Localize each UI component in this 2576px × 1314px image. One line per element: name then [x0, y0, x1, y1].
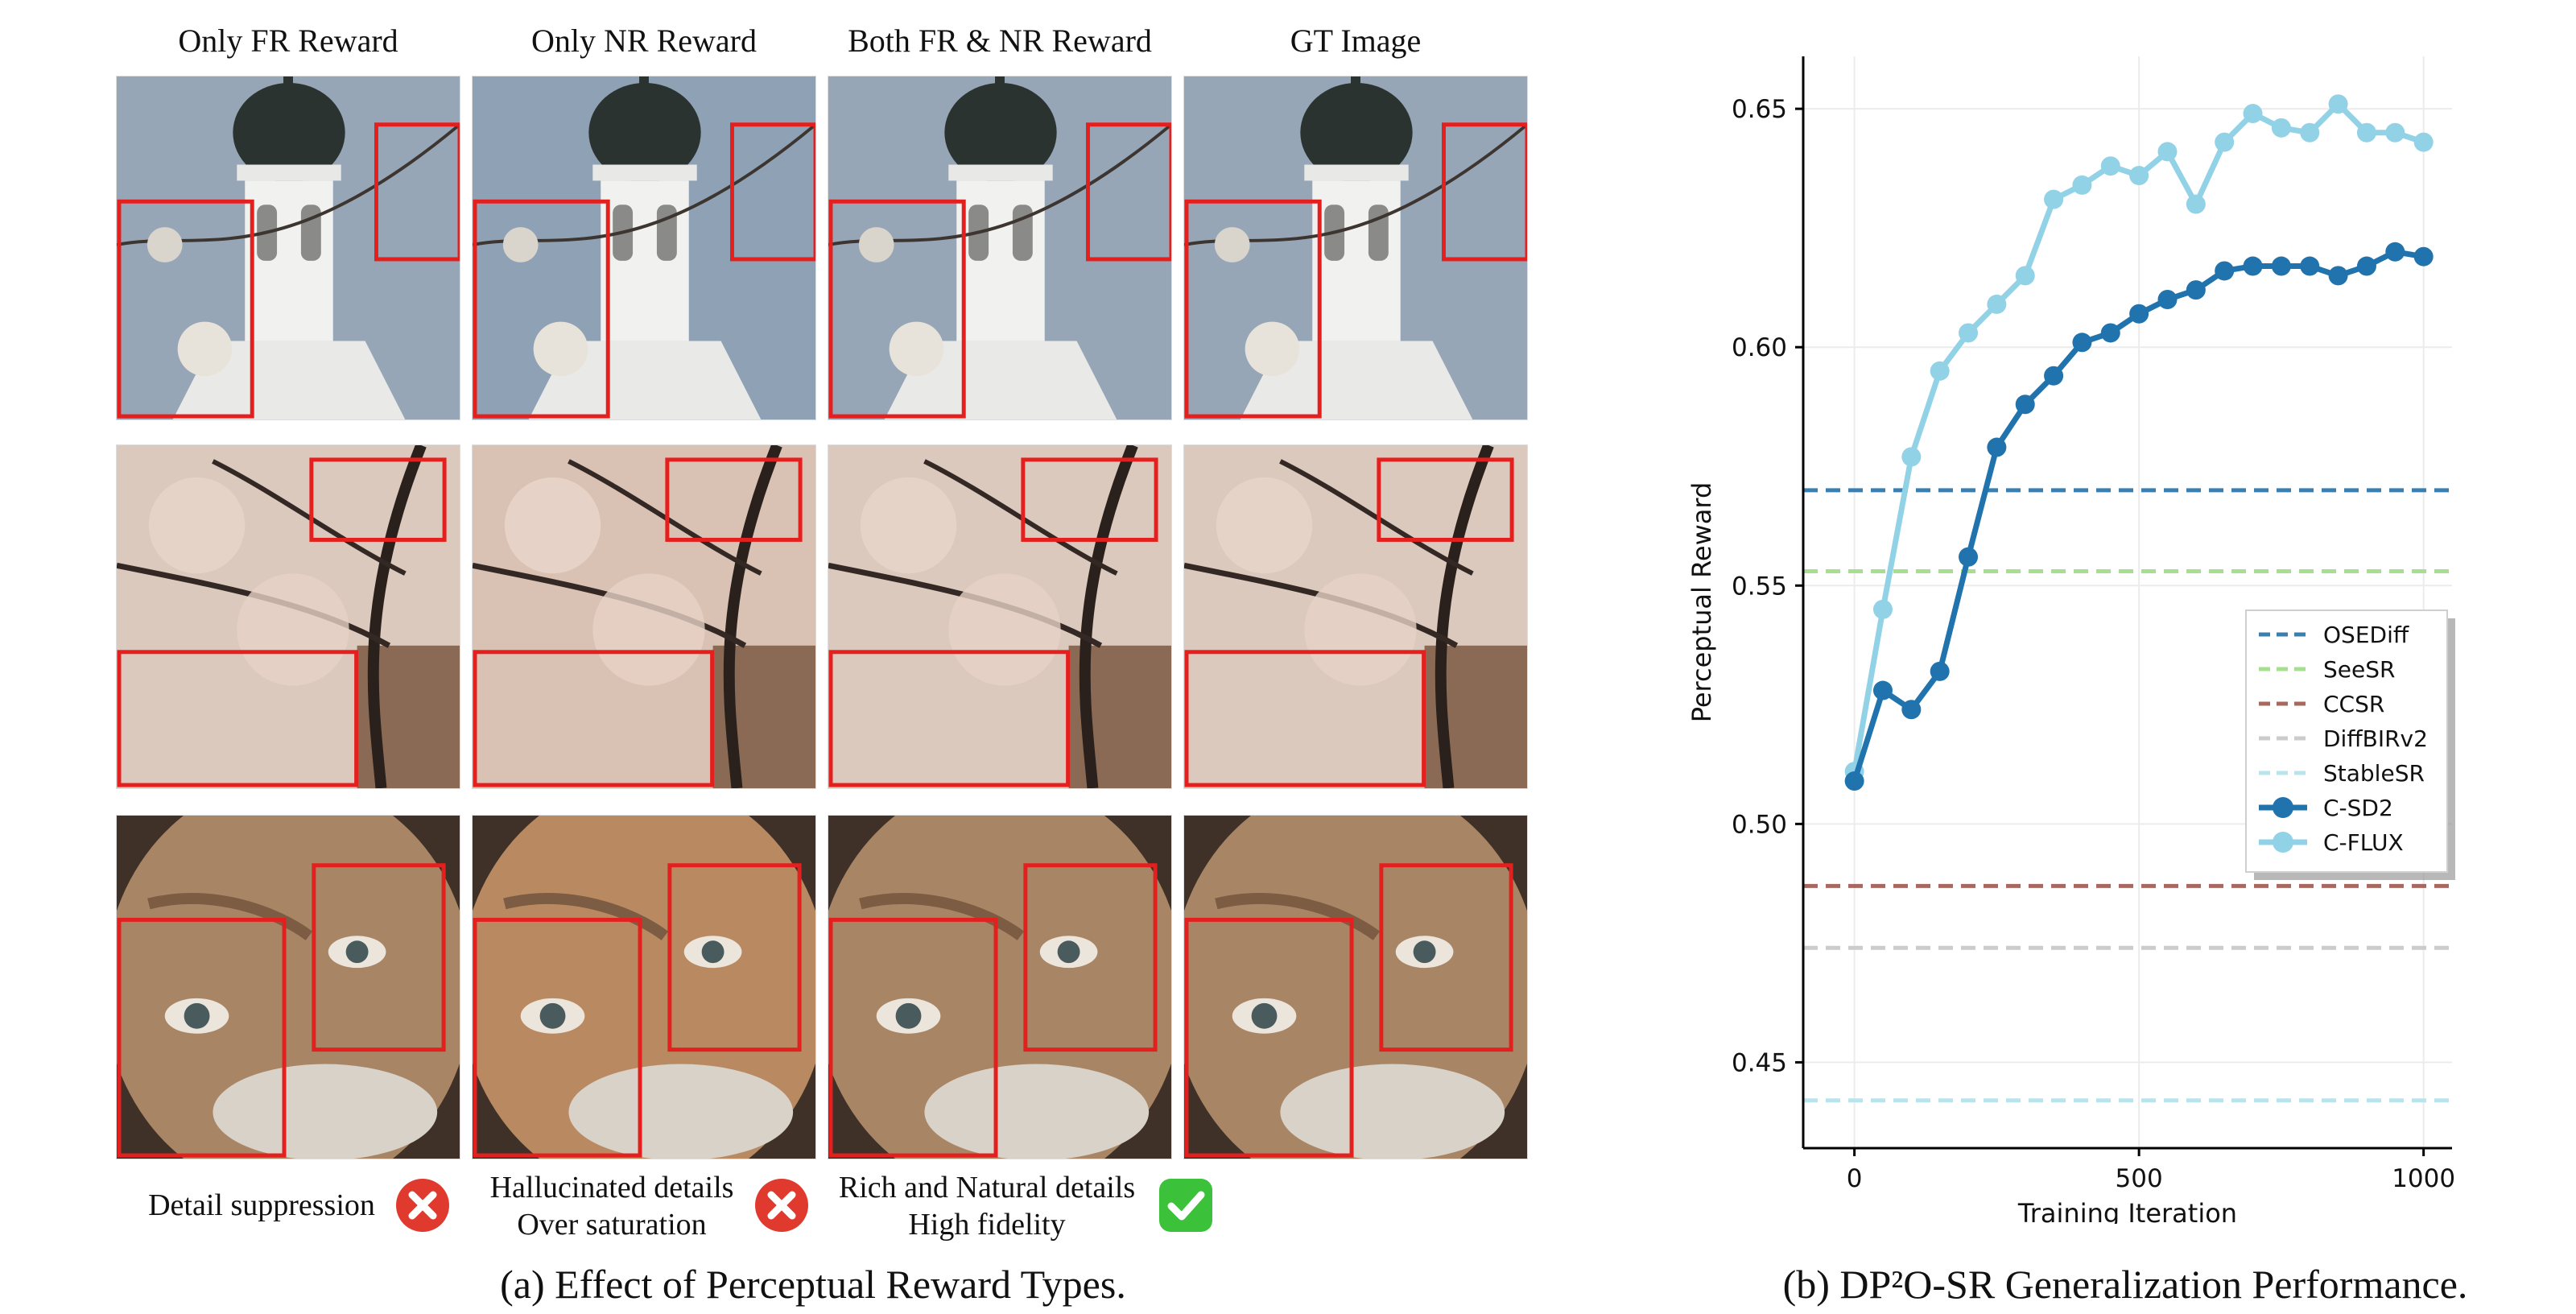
image-church-only-fr — [116, 76, 460, 420]
data-point-c-flux — [1901, 447, 1922, 467]
data-point-c-sd2 — [2129, 304, 2149, 324]
data-point-c-sd2 — [2243, 256, 2263, 276]
data-point-c-sd2 — [2328, 266, 2348, 286]
y-tick-label: 0.65 — [1732, 95, 1787, 124]
caption-line: Hallucinated details — [489, 1171, 734, 1204]
caption-line: High fidelity — [908, 1208, 1066, 1242]
data-point-c-flux — [1959, 323, 1979, 343]
caption-detail-suppression: Detail suppression — [129, 1187, 394, 1224]
legend-marker-c-flux — [2273, 832, 2293, 853]
caption-rich-natural: Rich and Natural details High fidelity — [818, 1169, 1156, 1243]
panel-b-generalization-chart: 0.45 0.50 0.55 0.60 0.65 0 500 1000 Training Ite… — [1610, 0, 2576, 1314]
data-point-c-sd2 — [1959, 547, 1979, 567]
red-x-icon — [755, 1179, 808, 1232]
column-header-gt: GT Image — [1290, 23, 1422, 59]
column-header-both: Both FR & NR Reward — [848, 23, 1152, 59]
legend-label-diffbirv2: DiffBIRv2 — [2323, 725, 2428, 752]
data-point-c-flux — [2129, 166, 2149, 186]
data-point-c-sd2 — [2072, 333, 2092, 353]
data-point-c-flux — [2100, 156, 2120, 176]
legend-label-osediff: OSEDiff — [2323, 622, 2409, 648]
data-point-c-sd2 — [2413, 246, 2434, 267]
x-tick-label: 500 — [2116, 1164, 2163, 1193]
image-blossom-only-nr — [472, 444, 816, 789]
caption-hallucinated: Hallucinated details Over saturation — [467, 1169, 757, 1243]
image-face-both — [828, 815, 1172, 1159]
line-chart: 0.45 0.50 0.55 0.60 0.65 0 500 1000 Training Ite… — [1686, 56, 2455, 1224]
data-point-c-flux — [1987, 294, 2007, 314]
data-point-c-sd2 — [1872, 680, 1893, 700]
data-point-c-sd2 — [2015, 395, 2035, 415]
column-header-only-fr: Only FR Reward — [178, 23, 398, 59]
y-axis-title: Perceptual Reward — [1686, 482, 1717, 723]
data-point-c-sd2 — [1930, 661, 1950, 681]
column-header-only-nr: Only NR Reward — [531, 23, 757, 59]
y-tick-label: 0.50 — [1732, 810, 1787, 839]
data-point-c-sd2 — [2385, 242, 2405, 262]
data-point-c-flux — [2243, 104, 2263, 124]
image-blossom-only-fr — [116, 444, 460, 789]
data-point-c-flux — [2356, 122, 2376, 143]
data-point-c-flux — [2072, 175, 2092, 195]
legend-label-ccsr: CCSR — [2323, 691, 2384, 717]
data-point-c-sd2 — [2100, 323, 2120, 343]
data-point-c-flux — [2157, 142, 2178, 162]
data-point-c-flux — [1872, 599, 1893, 619]
data-point-c-flux — [2215, 132, 2235, 152]
image-church-both — [828, 76, 1172, 420]
legend-label-seesr: SeeSR — [2323, 656, 2395, 683]
panel-a-reward-comparison: Only FR Reward Only NR Reward Both FR & … — [116, 23, 1528, 1307]
y-tick-label: 0.45 — [1732, 1048, 1787, 1077]
data-point-c-flux — [1930, 361, 1950, 381]
image-church-only-nr — [472, 76, 816, 420]
data-point-c-flux — [2271, 118, 2291, 138]
legend-label-stablesr: StableSR — [2323, 760, 2425, 787]
data-point-c-sd2 — [2271, 256, 2291, 276]
data-point-c-sd2 — [2044, 366, 2064, 386]
data-point-c-sd2 — [1844, 771, 1864, 791]
subcaption-b: (b) DP²O-SR Generalization Performance. — [1782, 1262, 2468, 1307]
data-point-c-flux — [2186, 194, 2206, 214]
data-point-c-sd2 — [2157, 289, 2178, 309]
subcaption-a: (a) Effect of Perceptual Reward Types. — [500, 1262, 1126, 1307]
image-blossom-gt — [1183, 444, 1528, 789]
red-x-icon — [396, 1179, 449, 1232]
data-point-c-sd2 — [2215, 261, 2235, 281]
caption-line: Over saturation — [517, 1208, 707, 1242]
data-point-c-flux — [2044, 189, 2064, 209]
image-face-gt — [1183, 815, 1528, 1159]
legend-label-c-flux: C-FLUX — [2323, 829, 2404, 856]
data-point-c-sd2 — [1901, 700, 1922, 720]
caption-line: Detail suppression — [148, 1188, 375, 1222]
data-point-c-sd2 — [2300, 256, 2320, 276]
data-point-c-flux — [2413, 132, 2434, 152]
data-point-c-flux — [2300, 122, 2320, 143]
caption-line: Rich and Natural details — [838, 1171, 1136, 1204]
x-axis-title: Training Iteration — [2017, 1198, 2237, 1224]
image-face-only-fr — [116, 815, 460, 1159]
y-tick-label: 0.60 — [1732, 333, 1787, 362]
x-tick-label: 1000 — [2392, 1164, 2455, 1193]
data-point-c-sd2 — [1987, 437, 2007, 457]
legend-marker-c-sd2 — [2273, 797, 2293, 818]
green-check-icon — [1159, 1179, 1212, 1232]
data-point-c-sd2 — [2186, 280, 2206, 300]
y-tick-label: 0.55 — [1732, 572, 1787, 601]
image-face-only-nr — [472, 815, 816, 1159]
data-point-c-flux — [2015, 266, 2035, 286]
image-blossom-both — [828, 444, 1172, 789]
x-tick-label: 0 — [1847, 1164, 1863, 1193]
image-church-gt — [1183, 76, 1528, 420]
data-point-c-flux — [2385, 122, 2405, 143]
legend-box — [2245, 609, 2448, 873]
data-point-c-flux — [2328, 94, 2348, 114]
legend-label-c-sd2: C-SD2 — [2323, 795, 2393, 821]
data-point-c-sd2 — [2356, 256, 2376, 276]
